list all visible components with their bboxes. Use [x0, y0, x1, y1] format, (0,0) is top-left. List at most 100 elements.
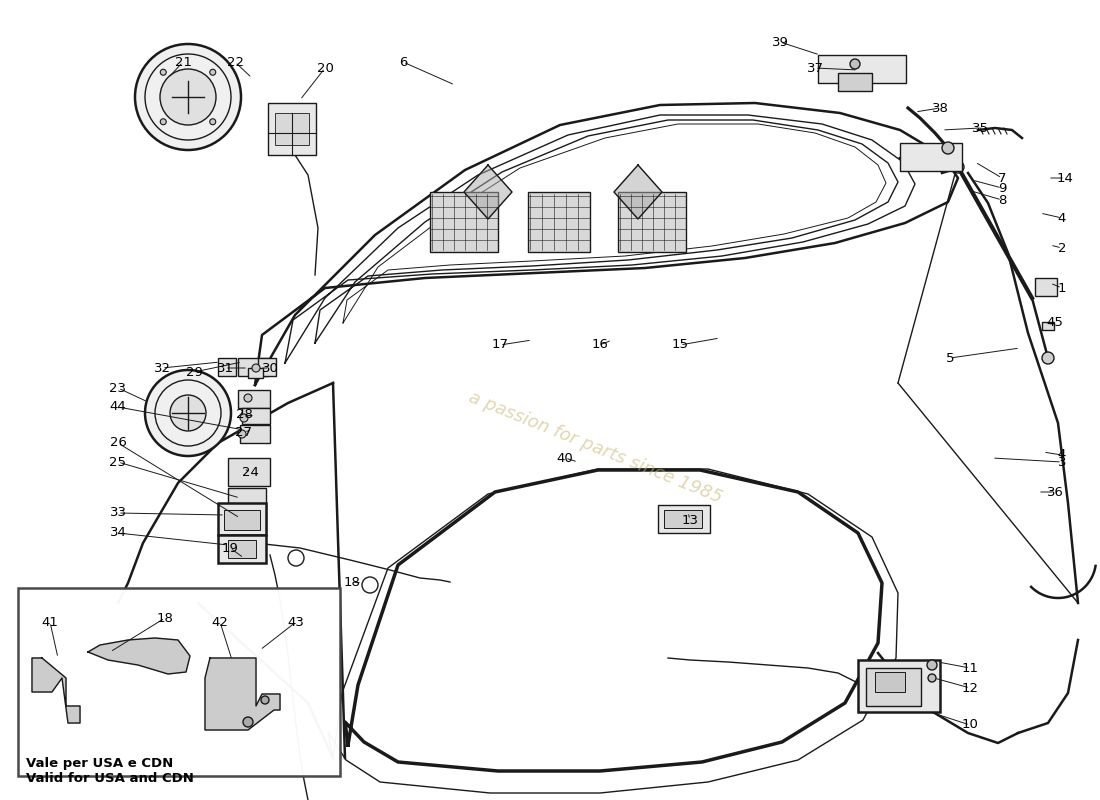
Bar: [838, 73, 872, 91]
Bar: [658, 505, 710, 533]
Text: 4: 4: [1058, 211, 1066, 225]
Bar: [228, 458, 270, 486]
Circle shape: [170, 395, 206, 431]
Text: 20: 20: [317, 62, 333, 74]
Text: 36: 36: [1046, 486, 1064, 498]
Text: 1: 1: [1058, 282, 1066, 294]
Text: 43: 43: [287, 615, 305, 629]
Bar: [228, 540, 256, 558]
Polygon shape: [32, 658, 80, 723]
Text: 45: 45: [1046, 315, 1064, 329]
Circle shape: [952, 161, 964, 173]
Text: 10: 10: [961, 718, 978, 731]
Text: 23: 23: [110, 382, 126, 394]
Circle shape: [942, 142, 954, 154]
Text: 2: 2: [1058, 242, 1066, 254]
Text: 35: 35: [971, 122, 989, 134]
Bar: [268, 103, 316, 155]
Text: 42: 42: [211, 615, 229, 629]
Bar: [240, 425, 270, 443]
Bar: [242, 408, 270, 424]
Text: 17: 17: [492, 338, 508, 351]
Text: 3: 3: [1058, 455, 1066, 469]
Bar: [275, 113, 309, 145]
Text: 11: 11: [961, 662, 979, 674]
Bar: [866, 668, 921, 706]
Circle shape: [238, 430, 246, 438]
Bar: [228, 512, 266, 532]
Text: 5: 5: [946, 351, 955, 365]
Bar: [218, 503, 266, 535]
Text: 38: 38: [932, 102, 948, 114]
Circle shape: [850, 59, 860, 69]
Text: 37: 37: [806, 62, 824, 74]
Circle shape: [210, 118, 216, 125]
Circle shape: [261, 696, 270, 704]
Bar: [618, 192, 686, 252]
Bar: [18, 588, 340, 776]
Circle shape: [210, 70, 216, 75]
Text: 39: 39: [771, 35, 789, 49]
Bar: [858, 660, 940, 712]
Text: 9: 9: [998, 182, 1006, 194]
Text: 22: 22: [227, 55, 243, 69]
Text: 8: 8: [998, 194, 1006, 206]
Text: 27: 27: [235, 426, 253, 438]
Text: 13: 13: [682, 514, 698, 526]
Text: 14: 14: [1057, 171, 1074, 185]
Polygon shape: [205, 658, 280, 730]
Bar: [224, 510, 260, 530]
Bar: [238, 390, 270, 408]
Polygon shape: [614, 165, 662, 219]
Circle shape: [240, 414, 248, 422]
Text: 18: 18: [343, 575, 361, 589]
Circle shape: [928, 674, 936, 682]
Text: 41: 41: [42, 615, 58, 629]
Text: 29: 29: [186, 366, 202, 378]
Circle shape: [252, 364, 260, 372]
Text: 18: 18: [156, 611, 174, 625]
Bar: [664, 510, 702, 528]
Text: Vale per USA e CDN: Vale per USA e CDN: [26, 757, 174, 770]
Bar: [238, 358, 268, 376]
Circle shape: [135, 44, 241, 150]
Text: 24: 24: [242, 466, 258, 479]
Bar: [228, 488, 266, 510]
Text: Valid for USA and CDN: Valid for USA and CDN: [26, 772, 194, 785]
Text: 15: 15: [671, 338, 689, 351]
Bar: [818, 55, 906, 83]
Text: 40: 40: [557, 451, 573, 465]
Bar: [248, 368, 263, 378]
Text: 7: 7: [998, 171, 1006, 185]
Text: 19: 19: [221, 542, 239, 554]
Bar: [900, 143, 962, 171]
Bar: [218, 535, 266, 563]
Circle shape: [161, 70, 166, 75]
Bar: [528, 192, 590, 252]
Circle shape: [145, 370, 231, 456]
Text: 34: 34: [110, 526, 126, 539]
Bar: [874, 672, 905, 692]
Circle shape: [243, 717, 253, 727]
Text: 26: 26: [110, 437, 126, 450]
Text: 28: 28: [235, 409, 252, 422]
Text: 30: 30: [262, 362, 278, 374]
Text: 31: 31: [217, 362, 233, 374]
Text: 32: 32: [154, 362, 170, 374]
Circle shape: [244, 394, 252, 402]
Circle shape: [1042, 352, 1054, 364]
Text: 12: 12: [961, 682, 979, 694]
Text: 25: 25: [110, 455, 126, 469]
Text: 4: 4: [1058, 449, 1066, 462]
Bar: [258, 358, 276, 376]
Text: 16: 16: [592, 338, 608, 351]
Bar: [1042, 322, 1054, 330]
Bar: [218, 358, 236, 376]
Text: a passion for parts since 1985: a passion for parts since 1985: [465, 389, 725, 507]
Text: 21: 21: [175, 55, 191, 69]
Polygon shape: [88, 638, 190, 674]
Circle shape: [161, 118, 166, 125]
Circle shape: [160, 69, 216, 125]
Circle shape: [927, 660, 937, 670]
Text: 44: 44: [110, 401, 126, 414]
